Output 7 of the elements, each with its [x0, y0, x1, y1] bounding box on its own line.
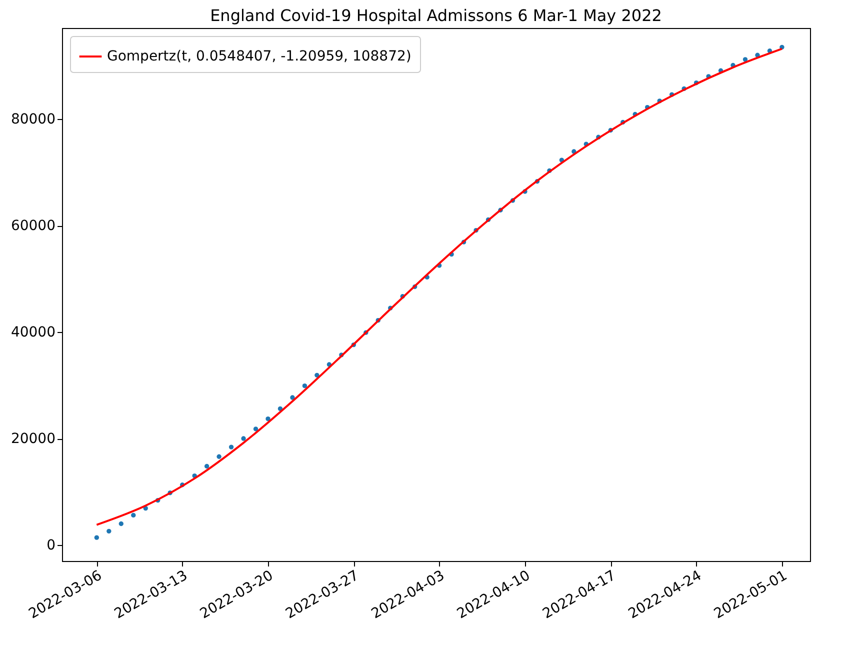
y-tick-label: 80000	[10, 112, 56, 128]
legend-label: Gompertz(t, 0.0548407, -1.20959, 108872)	[107, 48, 412, 64]
chart-title: England Covid-19 Hospital Admissons 6 Mar-1 May 2022	[210, 6, 662, 25]
y-tick-label: 0	[46, 538, 56, 554]
y-tick-label: 40000	[10, 324, 56, 341]
y-tick-label: 60000	[10, 218, 56, 234]
y-tick-label: 20000	[10, 431, 56, 448]
